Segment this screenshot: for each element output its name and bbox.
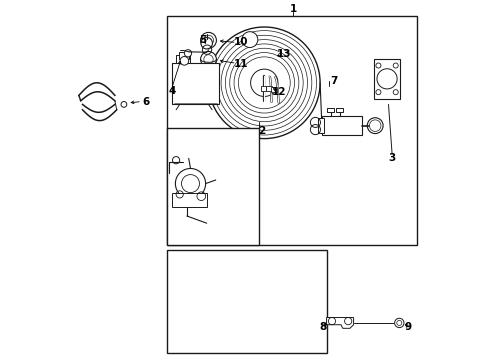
Bar bbox=[176, 55, 190, 63]
Text: 5: 5 bbox=[199, 35, 206, 45]
Circle shape bbox=[200, 51, 216, 67]
Text: 10: 10 bbox=[233, 37, 247, 48]
Circle shape bbox=[184, 50, 191, 57]
Text: 1: 1 bbox=[289, 4, 296, 14]
Circle shape bbox=[250, 69, 277, 96]
Circle shape bbox=[394, 318, 403, 328]
Text: 2: 2 bbox=[258, 126, 265, 136]
Bar bbox=[172, 63, 219, 104]
Circle shape bbox=[392, 90, 397, 95]
Bar bbox=[326, 108, 333, 112]
Circle shape bbox=[175, 168, 205, 199]
Text: 8: 8 bbox=[319, 322, 326, 332]
Bar bbox=[271, 87, 277, 92]
Polygon shape bbox=[326, 318, 353, 328]
Circle shape bbox=[375, 63, 380, 68]
Text: 12: 12 bbox=[272, 87, 286, 97]
Bar bbox=[167, 128, 258, 245]
Bar bbox=[321, 116, 361, 135]
Text: 6: 6 bbox=[142, 96, 149, 107]
Circle shape bbox=[180, 57, 188, 65]
Circle shape bbox=[200, 32, 216, 48]
Text: 11: 11 bbox=[233, 59, 247, 69]
Text: 3: 3 bbox=[387, 153, 395, 163]
Circle shape bbox=[201, 37, 212, 49]
Bar bbox=[260, 86, 266, 91]
Bar bbox=[179, 52, 189, 59]
Circle shape bbox=[242, 32, 257, 48]
Circle shape bbox=[392, 63, 397, 68]
Bar bbox=[265, 86, 271, 91]
Circle shape bbox=[208, 27, 320, 139]
Bar bbox=[318, 118, 323, 133]
Bar bbox=[336, 108, 342, 112]
Text: 13: 13 bbox=[276, 49, 291, 59]
Bar bbox=[373, 59, 399, 99]
Text: 4: 4 bbox=[168, 86, 175, 96]
Text: 7: 7 bbox=[329, 76, 337, 86]
Circle shape bbox=[121, 102, 126, 107]
Circle shape bbox=[375, 90, 380, 95]
Bar bbox=[167, 250, 326, 353]
Bar bbox=[167, 16, 416, 245]
Text: 9: 9 bbox=[404, 322, 411, 332]
Bar bbox=[172, 193, 206, 207]
